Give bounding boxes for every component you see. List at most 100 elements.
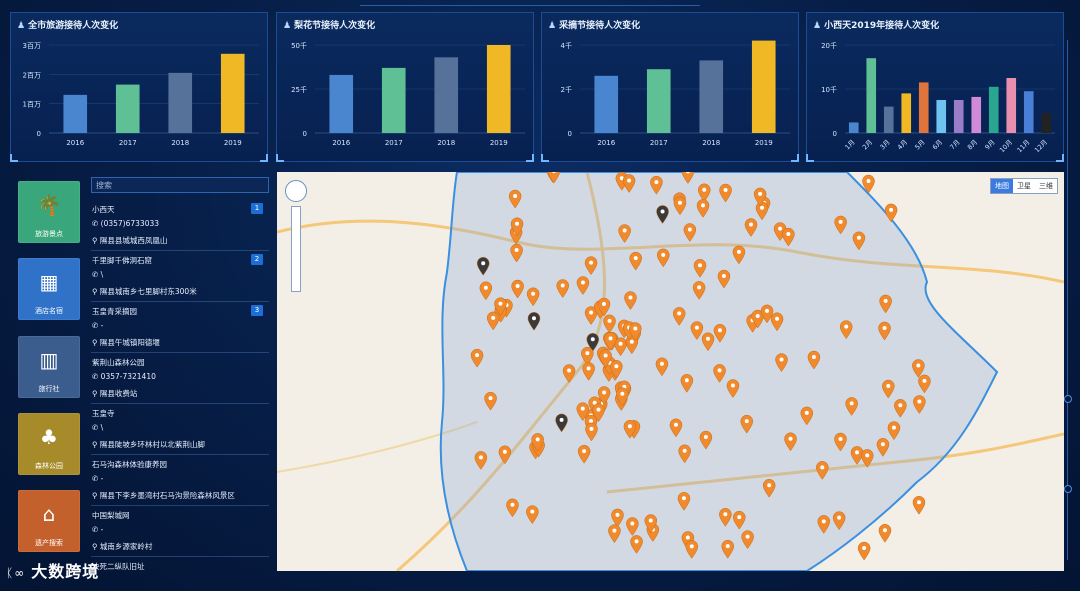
map-marker[interactable] [713, 323, 727, 343]
map-marker[interactable] [732, 245, 746, 265]
map-marker[interactable] [506, 498, 519, 518]
map-marker[interactable] [510, 217, 524, 237]
map-marker[interactable] [887, 421, 901, 441]
list-item[interactable]: 紫荆山森林公园 ✆ 0357-7321410 ⚲ 隰县收费站 [91, 353, 269, 404]
map-marker[interactable] [834, 215, 847, 235]
map-marker[interactable] [879, 294, 892, 314]
map-marker[interactable] [494, 297, 507, 317]
map-marker[interactable] [657, 248, 670, 268]
map-marker[interactable] [860, 449, 874, 468]
map-type-map[interactable]: 地图 [991, 179, 1013, 193]
map-marker[interactable] [839, 320, 853, 340]
map-marker[interactable] [807, 350, 821, 370]
map-marker[interactable] [882, 379, 895, 399]
map-marker[interactable] [584, 306, 598, 325]
map-marker[interactable] [624, 291, 637, 310]
map-marker[interactable] [556, 279, 569, 298]
map-marker[interactable] [486, 311, 500, 331]
search-input[interactable]: 搜索 [91, 177, 269, 193]
map-marker[interactable] [616, 387, 629, 407]
map-marker[interactable] [673, 196, 687, 216]
map-marker[interactable] [576, 402, 590, 422]
map-marker[interactable] [719, 183, 732, 203]
map-type-satellite[interactable]: 卫星 [1017, 182, 1031, 190]
map-marker[interactable] [603, 314, 616, 334]
map-marker[interactable] [692, 281, 706, 300]
map-marker[interactable] [562, 364, 576, 383]
list-item[interactable]: 小西天 ✆ (0357)6733033 ⚲ 隰县县城城西凤凰山 1 [91, 200, 269, 251]
map-marker[interactable] [762, 478, 776, 498]
map-marker[interactable] [526, 505, 539, 525]
list-item[interactable]: 千里脚千佛洞石窟 ✆ \ ⚲ 隰县城南乡七里脚村东300米 2 [91, 251, 269, 302]
map-marker[interactable] [547, 172, 561, 184]
map-marker[interactable] [753, 187, 767, 207]
map-view[interactable]: 地图 卫星 三维 [277, 172, 1064, 571]
map-marker[interactable] [592, 403, 605, 423]
map-marker[interactable] [862, 174, 875, 194]
category-forest-park[interactable]: ♣ 森林公园 [18, 413, 80, 475]
map-marker[interactable] [669, 418, 683, 438]
map-pan-control[interactable] [285, 180, 307, 202]
category-travel-agency[interactable]: ▥ 旅行社 [18, 336, 80, 398]
map-marker[interactable] [760, 304, 774, 324]
map-marker[interactable] [733, 510, 746, 530]
map-marker[interactable] [713, 364, 726, 383]
map-zoom-bar[interactable] [291, 206, 301, 292]
map-marker[interactable] [693, 258, 707, 278]
map-marker[interactable] [584, 256, 598, 276]
map-marker[interactable] [699, 430, 713, 450]
map-marker[interactable] [912, 495, 926, 515]
map-marker[interactable] [470, 348, 484, 368]
map-marker[interactable] [681, 172, 695, 184]
map-marker[interactable] [845, 397, 858, 416]
map-marker[interactable] [586, 333, 600, 352]
map-marker[interactable] [850, 446, 864, 465]
map-marker[interactable] [599, 349, 612, 368]
map-marker[interactable] [618, 224, 631, 243]
map-marker[interactable] [630, 535, 643, 554]
map-marker[interactable] [656, 205, 669, 224]
category-hotels[interactable]: ▦ 酒店名宿 [18, 258, 80, 320]
map-marker[interactable] [672, 307, 686, 326]
map-marker[interactable] [775, 353, 788, 372]
map-marker[interactable] [629, 251, 642, 271]
map-marker[interactable] [585, 422, 598, 442]
map-marker[interactable] [614, 337, 627, 357]
map-marker[interactable] [611, 508, 624, 528]
map-marker[interactable] [527, 312, 541, 331]
map-marker[interactable] [800, 406, 814, 426]
map-marker[interactable] [912, 359, 925, 378]
map-marker[interactable] [770, 312, 784, 332]
map-marker[interactable] [894, 399, 907, 418]
map-marker[interactable] [581, 346, 594, 366]
map-marker[interactable] [784, 432, 797, 452]
map-marker[interactable] [918, 374, 931, 394]
map-marker[interactable] [484, 391, 497, 411]
map-marker[interactable] [878, 321, 891, 341]
map-marker[interactable] [782, 227, 795, 247]
map-marker[interactable] [577, 444, 591, 464]
map-marker[interactable] [719, 508, 732, 527]
map-marker[interactable] [476, 256, 490, 276]
map-marker[interactable] [852, 231, 866, 251]
map-marker[interactable] [655, 357, 669, 377]
map-marker[interactable] [498, 445, 512, 465]
category-scenic-spots[interactable]: 🌴 旅游景点 [18, 181, 80, 243]
map-marker[interactable] [876, 438, 890, 457]
map-type-3d[interactable]: 三维 [1039, 182, 1053, 190]
map-marker[interactable] [474, 451, 488, 470]
map-marker[interactable] [597, 297, 611, 317]
list-item[interactable]: 石马沟森林体验康养园 ✆ - ⚲ 隰县下李乡墨湾村石马沟景险森林风景区 [91, 455, 269, 506]
map-marker[interactable] [680, 374, 694, 393]
map-marker[interactable] [726, 379, 740, 398]
map-marker[interactable] [479, 281, 493, 301]
map-marker[interactable] [721, 539, 734, 559]
map-marker[interactable] [508, 189, 522, 209]
map-marker[interactable] [526, 287, 540, 307]
map-canvas[interactable] [277, 172, 1064, 571]
map-marker[interactable] [683, 223, 697, 242]
map-marker[interactable] [582, 362, 595, 381]
map-marker[interactable] [857, 541, 871, 561]
map-marker[interactable] [697, 183, 711, 203]
category-heritage[interactable]: ⌂ 遗产搜索 [18, 490, 80, 552]
